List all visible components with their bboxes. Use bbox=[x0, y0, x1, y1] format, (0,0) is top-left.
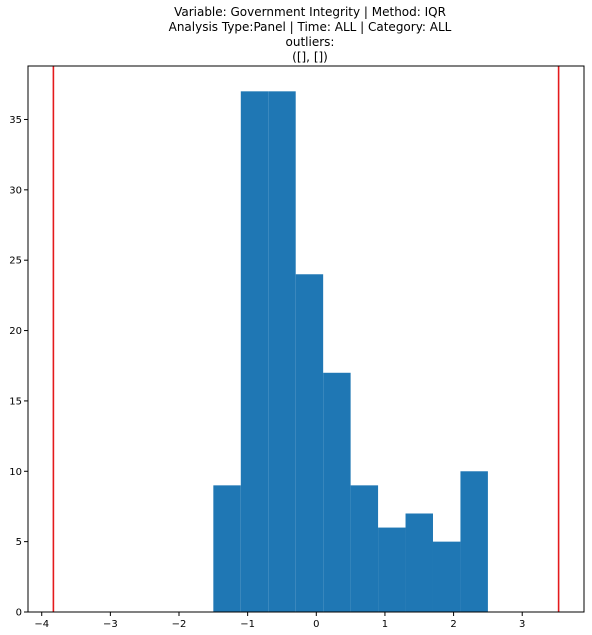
y-tick-label: 10 bbox=[9, 467, 22, 478]
y-axis: 0 5 10 15 20 25 30 35 bbox=[9, 115, 28, 619]
histogram-bar-3 bbox=[268, 91, 296, 612]
title-line-2: Analysis Type:Panel | Time: ALL | Catego… bbox=[169, 20, 452, 34]
histogram-bar-10 bbox=[460, 471, 488, 612]
histogram-bar-6 bbox=[350, 485, 379, 612]
x-tick-label: −4 bbox=[34, 619, 49, 630]
histogram-bar-5 bbox=[323, 372, 351, 612]
x-axis: −4 −3 −2 −1 0 1 2 3 bbox=[34, 612, 525, 630]
y-tick-label: 35 bbox=[9, 115, 22, 126]
histogram-bar-4 bbox=[295, 274, 324, 612]
histogram-bar-7 bbox=[378, 527, 406, 612]
y-tick-label: 30 bbox=[9, 185, 22, 196]
y-tick-label: 25 bbox=[9, 256, 22, 267]
chart-title: Variable: Government Integrity | Method:… bbox=[169, 5, 452, 64]
x-tick-label: −1 bbox=[240, 619, 255, 630]
outlier-fence-lines bbox=[52, 66, 560, 612]
x-tick-label: −2 bbox=[172, 619, 187, 630]
histogram-bar-8 bbox=[405, 513, 433, 612]
histogram-bar-2 bbox=[240, 91, 269, 612]
x-tick-label: −3 bbox=[103, 619, 118, 630]
y-tick-label: 0 bbox=[16, 608, 22, 619]
plot-frame bbox=[27, 65, 585, 613]
y-tick-label: 5 bbox=[16, 537, 22, 548]
histogram-bar-1 bbox=[213, 485, 241, 612]
histogram-bars bbox=[213, 91, 488, 612]
x-tick-label: 2 bbox=[450, 619, 456, 630]
x-tick-label: 1 bbox=[382, 619, 388, 630]
title-line-3: outliers: bbox=[286, 35, 335, 49]
y-tick-label: 15 bbox=[9, 396, 22, 407]
histogram-bar-9 bbox=[432, 541, 461, 612]
y-tick-label: 20 bbox=[9, 326, 22, 337]
x-tick-label: 0 bbox=[313, 619, 319, 630]
x-tick-label: 3 bbox=[519, 619, 525, 630]
title-line-1: Variable: Government Integrity | Method:… bbox=[174, 5, 446, 19]
title-line-4: ([], []) bbox=[292, 50, 328, 64]
